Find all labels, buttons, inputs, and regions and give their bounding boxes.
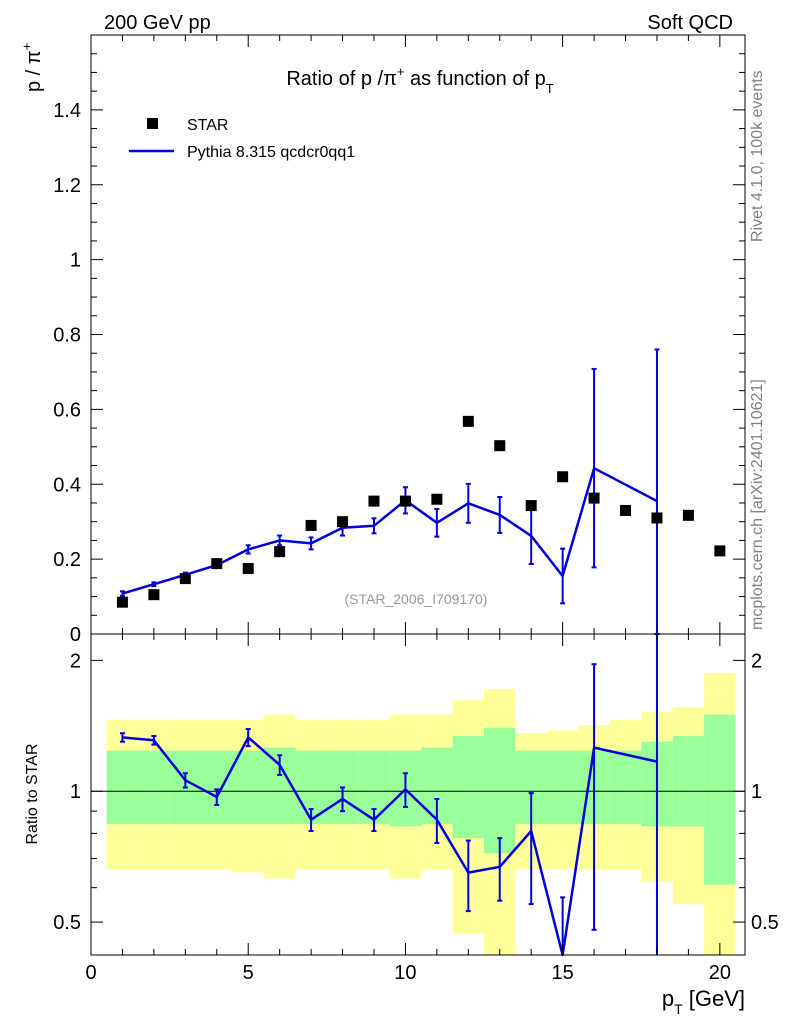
star-marker xyxy=(525,500,537,512)
legend-pythia-label: Pythia 8.315 qcdcr0qq1 xyxy=(187,144,355,161)
star-marker xyxy=(148,589,160,601)
pythia-line xyxy=(122,466,658,595)
x-axis-label: pT [GeV] xyxy=(662,986,745,1017)
ratio-y-tick-label-right: 2 xyxy=(751,650,762,672)
legend: STAR Pythia 8.315 qcdcr0qq1 xyxy=(129,117,355,161)
main-panel: Ratio of p /π+ as function of pT p / π+ … xyxy=(19,34,746,646)
legend-star-marker xyxy=(147,118,158,129)
x-tick-label: 0 xyxy=(85,962,96,984)
header-right: Soft QCD xyxy=(647,12,733,34)
star-marker xyxy=(242,562,254,574)
main-y-tick-label: 0.2 xyxy=(53,549,81,571)
ratio-ylabel: Ratio to STAR xyxy=(24,743,41,844)
uncertainty-band-inner xyxy=(609,750,642,825)
uncertainty-band-inner xyxy=(484,727,516,854)
star-marker xyxy=(588,492,600,504)
uncertainty-band-inner xyxy=(138,750,170,825)
uncertainty-band-inner xyxy=(201,750,233,825)
uncertainty-band-inner xyxy=(232,750,264,825)
main-ylabel: p / π+ xyxy=(19,43,45,92)
star-marker xyxy=(462,415,474,427)
star-marker xyxy=(337,516,349,528)
x-tick-label: 10 xyxy=(394,962,416,984)
star-marker xyxy=(116,596,128,608)
star-marker xyxy=(682,509,694,521)
star-marker xyxy=(431,493,443,505)
uncertainty-band-inner xyxy=(672,735,705,827)
ratio-plot-area: 0 5 10 15 20 0.5 0.5 1 1 2 2 xyxy=(53,633,779,984)
ratio-y-tick-label: 2 xyxy=(70,650,81,672)
header-left: 200 GeV pp xyxy=(104,12,211,34)
main-plot-area: 0.2 0.4 0.6 0.8 1 1.2 1.4 0 xyxy=(53,34,746,646)
rivet-label: Rivet 4.1.0, 100k events xyxy=(749,70,766,242)
main-y-tick-label: 0.6 xyxy=(53,399,81,421)
uncertainty-band-inner xyxy=(704,714,736,885)
star-marker xyxy=(557,471,569,483)
x-tick-label: 5 xyxy=(243,962,254,984)
star-marker xyxy=(620,504,632,516)
star-marker xyxy=(305,519,317,531)
star-marker xyxy=(274,546,286,558)
ratio-y-tick-label-right: 1 xyxy=(751,781,762,803)
analysis-annotation: (STAR_2006_I709170) xyxy=(345,591,488,607)
main-y-tick-label: 0.4 xyxy=(53,474,81,496)
ratio-panel: 0 5 10 15 20 0.5 0.5 1 1 2 2 Ratio to STAR xyxy=(24,633,779,984)
mcplots-label: mcplots.cern.ch [arXiv:2401.10621] xyxy=(749,379,766,630)
star-marker xyxy=(651,512,663,524)
star-marker xyxy=(211,558,223,570)
main-y-tick-label: 1.2 xyxy=(53,175,81,197)
ratio-frame xyxy=(90,633,746,956)
main-y-tick-label: 1 xyxy=(70,250,81,272)
uncertainty-band-inner xyxy=(106,750,139,825)
main-y-tick-label: 1.4 xyxy=(53,100,81,122)
ratio-y-tick-label: 0.5 xyxy=(53,912,81,934)
ratio-y-tick-label: 1 xyxy=(70,781,81,803)
legend-star-label: STAR xyxy=(187,117,228,134)
main-y-tick-label: 0.8 xyxy=(53,325,81,347)
star-marker xyxy=(714,545,726,557)
x-tick-label: 20 xyxy=(709,962,731,984)
star-marker xyxy=(399,495,411,507)
star-marker xyxy=(179,573,191,585)
ratio-y-tick-label-right: 0.5 xyxy=(751,912,779,934)
main-title: Ratio of p /π+ as function of pT xyxy=(286,64,553,96)
star-marker xyxy=(494,440,506,452)
x-tick-label: 15 xyxy=(552,962,574,984)
main-y-tick-label-origin: 0 xyxy=(70,624,81,646)
uncertainty-band-inner xyxy=(546,750,579,825)
uncertainty-band-inner xyxy=(452,735,485,839)
star-marker xyxy=(368,495,380,507)
